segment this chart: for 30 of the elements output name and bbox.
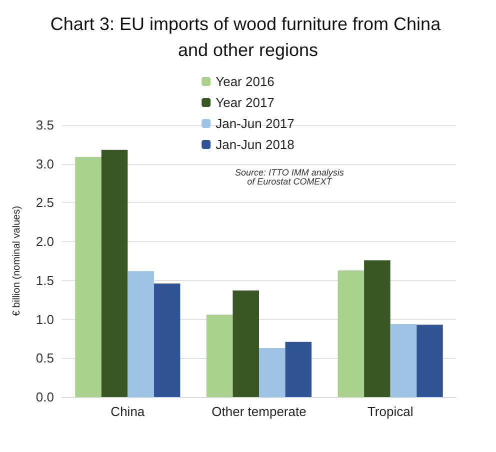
legend-label: Jan-Jun 2017 [216,116,294,131]
x-tick-label: China [110,404,146,419]
bar [154,284,180,397]
y-tick-label: 1.0 [36,312,54,327]
y-tick-label: 3.5 [36,118,54,132]
y-tick-label: 3.0 [36,156,54,172]
y-tick-label: 0.5 [36,350,54,366]
bar [416,324,443,397]
bar [75,156,102,397]
bar [364,260,390,397]
bar [390,324,417,397]
legend-label: Jan-Jun 2018 [216,137,294,152]
x-tick-label: Other temperate [212,404,306,419]
bar [232,290,259,397]
bar [285,342,312,397]
y-axis-title: € billion (nominal values) [12,206,22,316]
y-tick-label: 1.5 [36,272,54,288]
bar [128,271,154,397]
annotation: Source: ITTO IMM analysis of Eurostat COMEXT [234,168,344,186]
bar [259,348,286,397]
chart-title: Chart 3: EU imports of wood furniture from China and other regions [50,14,446,60]
y-tick-label: 2.5 [36,195,54,210]
bar [206,314,233,397]
x-tick-label: Tropical [367,404,414,419]
bar [338,270,364,397]
y-tick-label: 0.0 [36,390,54,404]
legend-label: Year 2017 [216,95,274,110]
y-tick-label: 2.0 [36,234,54,250]
legend-label: Year 2016 [216,74,274,89]
bar [101,150,128,397]
